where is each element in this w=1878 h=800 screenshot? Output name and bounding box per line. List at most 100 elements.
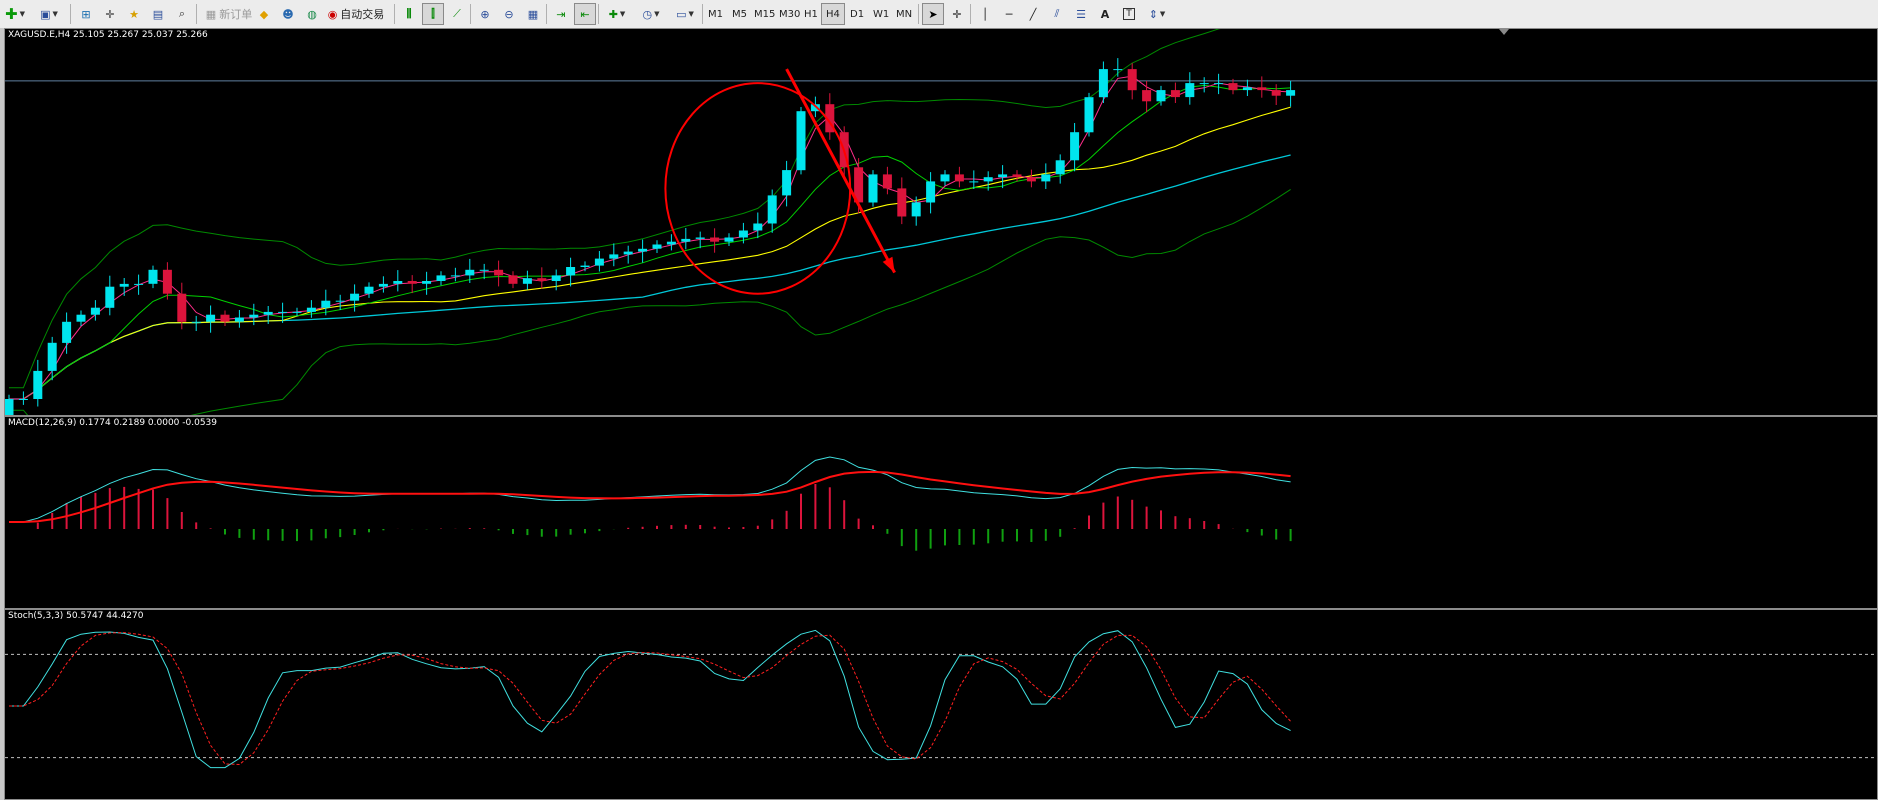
timeframe-m30[interactable]: M30 <box>779 8 801 20</box>
indicators-button[interactable]: ✚ ▼ <box>608 7 626 21</box>
line-chart-button[interactable]: ⟋ <box>446 3 468 25</box>
bullish-candle <box>378 283 388 287</box>
bearish-candle <box>825 104 835 133</box>
stoch-pane[interactable]: Stoch(5,3,3) 50.5747 44.4270 <box>4 609 1878 800</box>
bullish-candle <box>911 202 921 217</box>
magnifier-chart-icon: ⌕ <box>178 7 186 20</box>
timeframe-m1[interactable]: M1 <box>708 8 723 20</box>
ma-long-line <box>9 154 1291 400</box>
bullish-candle <box>62 321 72 343</box>
bullish-candle <box>1199 83 1209 85</box>
bullish-candle <box>1041 174 1051 182</box>
new-order-icon: ▦ <box>205 7 217 21</box>
bollinger-upper-band <box>9 29 1221 389</box>
community-button[interactable]: ☻ <box>277 3 299 25</box>
main-chart-pane[interactable]: XAGUSD.E,H4 25.105 25.267 25.037 25.266 <box>4 28 1878 416</box>
bullish-candle <box>1286 90 1296 96</box>
navigator-button[interactable]: ★ <box>123 3 145 25</box>
arrows-button[interactable]: ⇕ ▼ <box>1148 7 1166 21</box>
market-watch-icon: ⊞ <box>81 7 91 21</box>
bullish-candle <box>465 269 475 276</box>
plus-icon: ✚ <box>5 5 18 23</box>
bullish-candle <box>724 237 734 242</box>
candlestick-chart-button[interactable]: ⫿ <box>422 3 444 25</box>
bullish-candle <box>393 281 403 284</box>
bearish-candle <box>710 237 720 242</box>
trend-arrow-head <box>882 256 895 273</box>
auto-scroll-button[interactable]: ⇥ <box>550 3 572 25</box>
bearish-candle <box>220 314 230 322</box>
zoom-in-icon: ⊕ <box>480 7 490 21</box>
horizontal-line-button[interactable]: ─ <box>998 3 1020 25</box>
chart-shift-marker <box>1499 29 1509 35</box>
terminal-button[interactable]: ▤ <box>147 3 169 25</box>
toolbar-separator <box>196 4 197 24</box>
profiles-button[interactable]: ▣ ▼ <box>40 7 58 21</box>
ma-mid-line <box>9 84 1291 400</box>
timeframe-h1[interactable]: H1 <box>804 8 818 20</box>
bullish-candle <box>335 300 345 302</box>
bullish-candle <box>134 283 144 285</box>
chart-shift-icon: ⇤ <box>580 7 590 21</box>
cursor-tool-button[interactable]: ➤ <box>922 3 944 25</box>
stoch-label: Stoch(5,3,3) 50.5747 44.4270 <box>8 611 144 621</box>
bullish-candle <box>76 314 86 322</box>
crosshair-tool-button[interactable]: ✛ <box>946 3 968 25</box>
terminal-icon: ▤ <box>152 7 164 21</box>
arrows-icon: ⇕ <box>1148 7 1158 21</box>
new-chart-button[interactable]: ✚ ▼ <box>5 5 25 23</box>
line-chart-icon: ⟋ <box>453 7 461 20</box>
bullish-candle <box>695 237 705 239</box>
tile-windows-button[interactable]: ▦ <box>522 3 544 25</box>
ma-slow-line <box>9 106 1291 400</box>
trendline-button[interactable]: ╱ <box>1022 3 1044 25</box>
strategy-tester-button[interactable]: ⌕ <box>171 3 193 25</box>
toolbar-separator <box>598 4 599 24</box>
fibonacci-button[interactable]: ☰ <box>1070 3 1092 25</box>
vertical-line-button[interactable]: │ <box>974 3 996 25</box>
bullish-candle <box>1242 87 1252 91</box>
bearish-candle <box>1142 90 1152 102</box>
meta-editor-button[interactable]: ◆ <box>253 3 275 25</box>
toolbar-separator <box>394 4 395 24</box>
timeframe-h4[interactable]: H4 <box>821 3 845 25</box>
new-order-button[interactable]: ▦ 新订单 <box>200 3 258 25</box>
market-watch-button[interactable]: ⊞ <box>75 3 97 25</box>
auto-trading-button[interactable]: ◉ 自动交易 <box>323 3 389 25</box>
vertical-line-icon: │ <box>981 7 989 21</box>
bollinger-lower-band <box>9 188 1291 415</box>
timeframe-mn[interactable]: MN <box>896 8 913 20</box>
equidistant-channel-button[interactable]: ⫽ <box>1046 3 1068 25</box>
bullish-candle <box>566 267 576 276</box>
trend-arrow-shaft <box>785 68 896 274</box>
macd-label: MACD(12,26,9) 0.1774 0.2189 0.0000 -0.05… <box>8 418 218 428</box>
timeframe-m15[interactable]: M15 <box>754 8 776 20</box>
bullish-candle <box>234 317 244 322</box>
bar-chart-button[interactable]: ⫼ <box>398 3 420 25</box>
data-window-button[interactable]: ✛ <box>99 3 121 25</box>
zoom-in-button[interactable]: ⊕ <box>474 3 496 25</box>
zoom-out-button[interactable]: ⊖ <box>498 3 520 25</box>
macd-pane[interactable]: MACD(12,26,9) 0.1774 0.2189 0.0000 -0.05… <box>4 416 1878 609</box>
bullish-candle <box>666 241 676 245</box>
timeframe-m5[interactable]: M5 <box>732 8 747 20</box>
bullish-candle <box>580 265 590 267</box>
text-tool-button[interactable]: A <box>1094 3 1116 25</box>
crosshair-icon: ✛ <box>952 7 962 21</box>
bullish-candle <box>90 307 100 315</box>
text-label-button[interactable]: T <box>1118 3 1140 25</box>
bearish-candle <box>854 167 864 203</box>
bullish-candle <box>206 314 216 322</box>
chart-shift-button[interactable]: ⇤ <box>574 3 596 25</box>
bullish-candle <box>306 307 316 312</box>
bullish-candle <box>1113 69 1123 71</box>
timeframe-w1[interactable]: W1 <box>873 8 890 20</box>
timeframe-d1[interactable]: D1 <box>850 8 865 20</box>
periods-button[interactable]: ◷ ▼ <box>642 7 660 21</box>
horizontal-line-icon: ─ <box>1005 7 1013 21</box>
signals-button[interactable]: ◍ <box>301 3 323 25</box>
star-folder-icon: ★ <box>129 7 139 21</box>
bullish-candle <box>753 223 763 231</box>
text-label-icon: T <box>1123 8 1135 20</box>
templates-button[interactable]: ▭ ▼ <box>676 7 694 21</box>
